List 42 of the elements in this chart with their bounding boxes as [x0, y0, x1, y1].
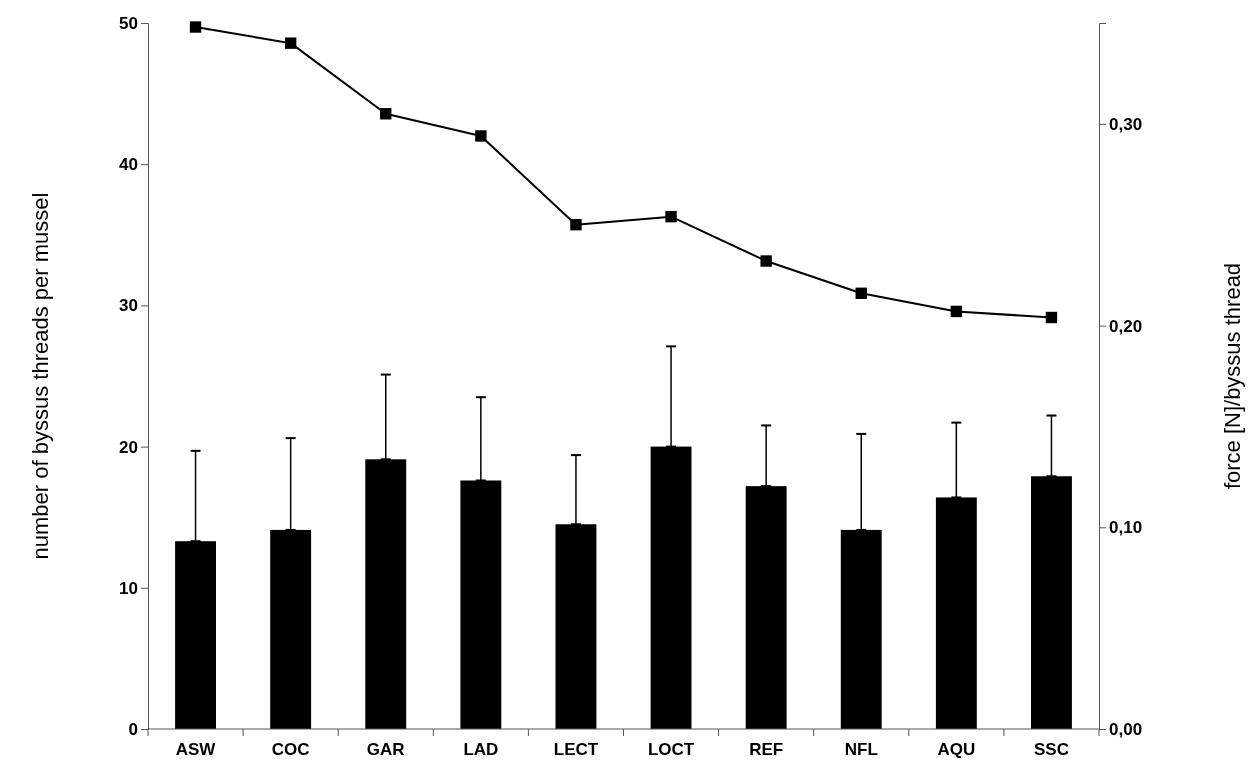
- bar: [840, 529, 882, 729]
- bar: [270, 529, 312, 729]
- y2-axis-title: force [N]/byssus thread: [1220, 262, 1245, 490]
- point: [570, 219, 582, 231]
- x-tick-label: SSC: [1033, 740, 1069, 760]
- bar: [650, 446, 692, 729]
- y-tick-label: 50: [119, 13, 138, 33]
- x-tick-label: REF: [749, 740, 784, 760]
- y-tick-label: 20: [119, 437, 138, 457]
- point: [950, 305, 963, 318]
- point: [189, 21, 202, 33]
- bar: [555, 524, 597, 729]
- x-tick-label: NFL: [844, 740, 878, 760]
- point: [855, 287, 867, 299]
- point: [1045, 311, 1058, 324]
- y2-tick-label: 0,30: [1109, 114, 1143, 134]
- y-tick-label: 30: [119, 296, 138, 316]
- x-tick-label: LOCT: [647, 740, 695, 760]
- y-tick-label: 40: [119, 155, 138, 175]
- y-tick-label: 10: [119, 578, 138, 598]
- bar: [745, 486, 787, 729]
- bar: [175, 541, 216, 729]
- x-tick-label: GAR: [366, 740, 405, 760]
- bar: [460, 480, 502, 729]
- bar: [1031, 476, 1072, 729]
- y-tick-label: 0: [128, 719, 138, 739]
- point: [380, 108, 392, 120]
- y2-tick-label: 0,10: [1109, 518, 1143, 538]
- point: [665, 210, 677, 223]
- y-axis-title: number of byssus threads per mussel: [28, 192, 53, 560]
- x-tick-label: ASW: [175, 740, 217, 760]
- point: [475, 130, 487, 142]
- x-tick-label: LECT: [553, 740, 599, 760]
- x-tick-label: LAD: [463, 740, 499, 760]
- x-tick-label: COC: [271, 740, 310, 760]
- point: [284, 37, 297, 49]
- y2-tick-label: 0,20: [1109, 316, 1143, 336]
- bar: [365, 459, 407, 729]
- bar: [935, 497, 977, 729]
- y2-tick-label: 0,00: [1109, 719, 1143, 739]
- x-tick-label: AQU: [937, 740, 976, 760]
- point: [760, 255, 772, 267]
